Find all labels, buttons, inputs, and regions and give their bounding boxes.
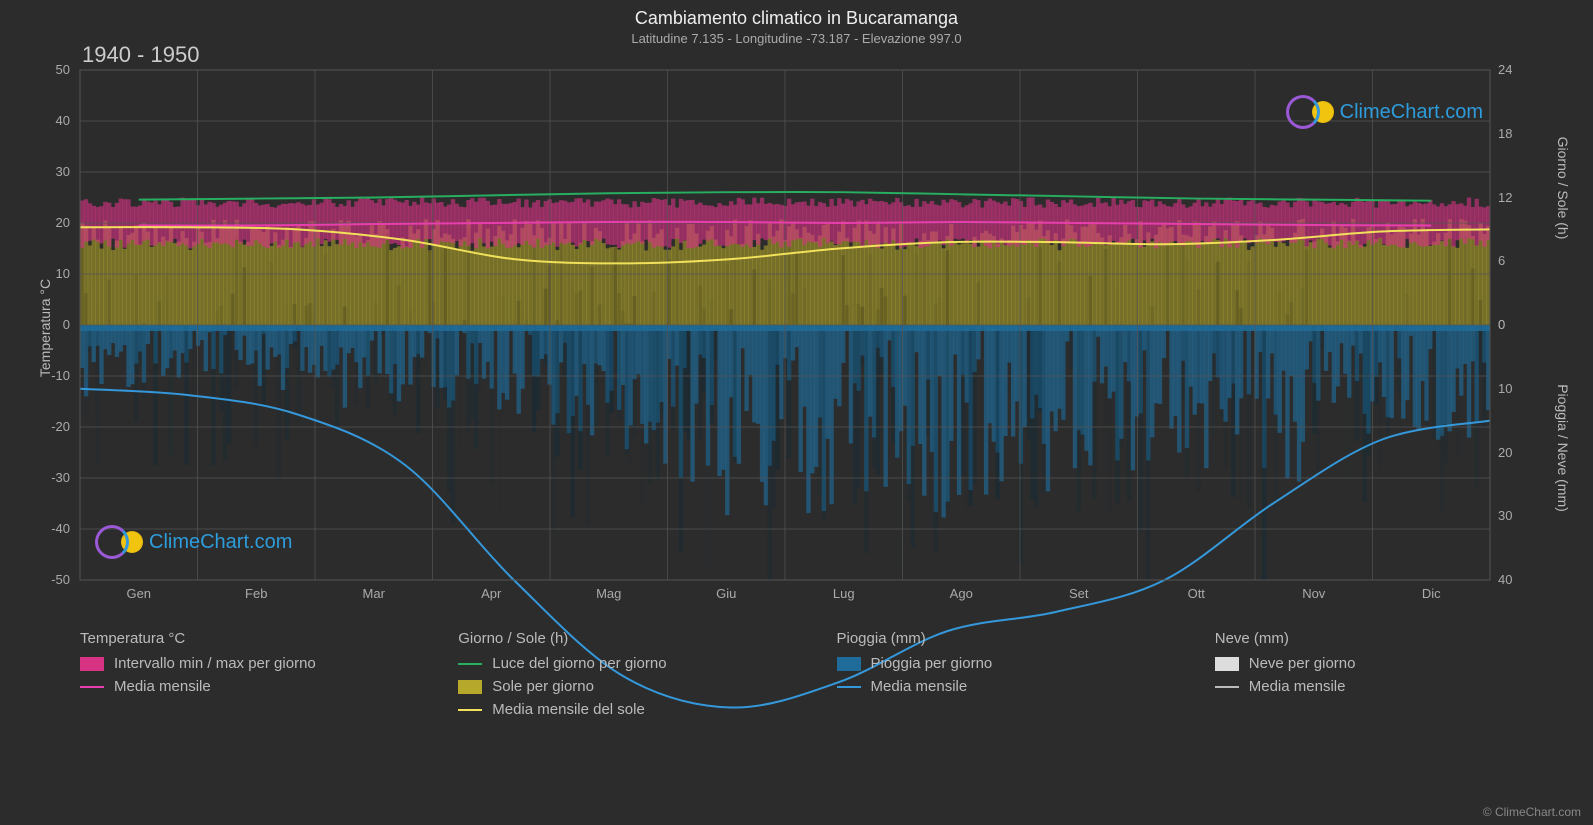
tick-label: 6: [1498, 253, 1505, 268]
watermark-text: ClimeChart.com: [1340, 101, 1483, 124]
tick-label: 20: [1498, 445, 1512, 460]
tick-label: 0: [34, 317, 70, 332]
legend-group-title: Pioggia (mm): [837, 630, 1175, 647]
legend-item: Luce del giorno per giorno: [458, 655, 796, 672]
legend-group: Giorno / Sole (h) Luce del giorno per gio…: [458, 630, 796, 724]
tick-label: Gen: [109, 586, 169, 601]
tick-label: 10: [34, 266, 70, 281]
tick-label: 30: [1498, 508, 1512, 523]
tick-label: Ago: [931, 586, 991, 601]
tick-label: -30: [34, 470, 70, 485]
legend-item: Media mensile: [80, 678, 418, 695]
legend-item-label: Media mensile: [871, 678, 968, 695]
legend-item: Neve per giorno: [1215, 655, 1553, 672]
tick-label: Mag: [579, 586, 639, 601]
tick-label: Feb: [226, 586, 286, 601]
legend-item-label: Media mensile: [114, 678, 211, 695]
legend-item-label: Sole per giorno: [492, 678, 594, 695]
legend-item: Media mensile: [1215, 678, 1553, 695]
legend-item-label: Neve per giorno: [1249, 655, 1356, 672]
legend-item: Media mensile: [837, 678, 1175, 695]
tick-label: 24: [1498, 62, 1512, 77]
legend-line-swatch: [1215, 686, 1239, 688]
legend-group: Neve (mm) Neve per giorno Media mensile: [1215, 630, 1553, 724]
tick-label: 40: [1498, 572, 1512, 587]
legend-group-title: Temperatura °C: [80, 630, 418, 647]
legend-item-label: Media mensile: [1249, 678, 1346, 695]
tick-label: 18: [1498, 126, 1512, 141]
tick-label: 12: [1498, 190, 1512, 205]
legend-block-swatch: [458, 680, 482, 694]
copyright: © ClimeChart.com: [1483, 805, 1581, 819]
tick-label: -10: [34, 368, 70, 383]
legend-item: Sole per giorno: [458, 678, 796, 695]
legend-block-swatch: [837, 657, 861, 671]
legend-item-label: Pioggia per giorno: [871, 655, 993, 672]
legend-item-label: Media mensile del sole: [492, 701, 645, 718]
logo-c-icon: [1286, 95, 1320, 129]
watermark-bottom: ClimeChart.com: [95, 525, 292, 559]
watermark-top: ClimeChart.com: [1286, 95, 1483, 129]
legend-line-swatch: [80, 686, 104, 688]
legend-group-title: Giorno / Sole (h): [458, 630, 796, 647]
tick-label: 0: [1498, 317, 1505, 332]
tick-label: -40: [34, 521, 70, 536]
tick-label: 40: [34, 113, 70, 128]
legend-item: Media mensile del sole: [458, 701, 796, 718]
tick-label: Lug: [814, 586, 874, 601]
legend-group-title: Neve (mm): [1215, 630, 1553, 647]
tick-label: Giu: [696, 586, 756, 601]
legend-item: Pioggia per giorno: [837, 655, 1175, 672]
legend-item-label: Luce del giorno per giorno: [492, 655, 666, 672]
tick-label: Dic: [1401, 586, 1461, 601]
tick-label: Mar: [344, 586, 404, 601]
legend-line-swatch: [458, 709, 482, 711]
tick-label: Nov: [1284, 586, 1344, 601]
tick-label: Set: [1049, 586, 1109, 601]
legend-line-swatch: [458, 663, 482, 665]
legend-item-label: Intervallo min / max per giorno: [114, 655, 316, 672]
legend-line-swatch: [837, 686, 861, 688]
legend-item: Intervallo min / max per giorno: [80, 655, 418, 672]
tick-label: Ott: [1166, 586, 1226, 601]
legend-group: Temperatura °C Intervallo min / max per g…: [80, 630, 418, 724]
logo-c-icon: [95, 525, 129, 559]
legend-group: Pioggia (mm) Pioggia per giorno Media mens…: [837, 630, 1175, 724]
tick-label: -20: [34, 419, 70, 434]
tick-label: 30: [34, 164, 70, 179]
legend: Temperatura °C Intervallo min / max per g…: [80, 630, 1553, 724]
tick-label: 20: [34, 215, 70, 230]
watermark-text: ClimeChart.com: [149, 531, 292, 554]
legend-block-swatch: [80, 657, 104, 671]
tick-label: 50: [34, 62, 70, 77]
tick-label: 10: [1498, 381, 1512, 396]
legend-block-swatch: [1215, 657, 1239, 671]
tick-label: Apr: [461, 586, 521, 601]
tick-label: -50: [34, 572, 70, 587]
